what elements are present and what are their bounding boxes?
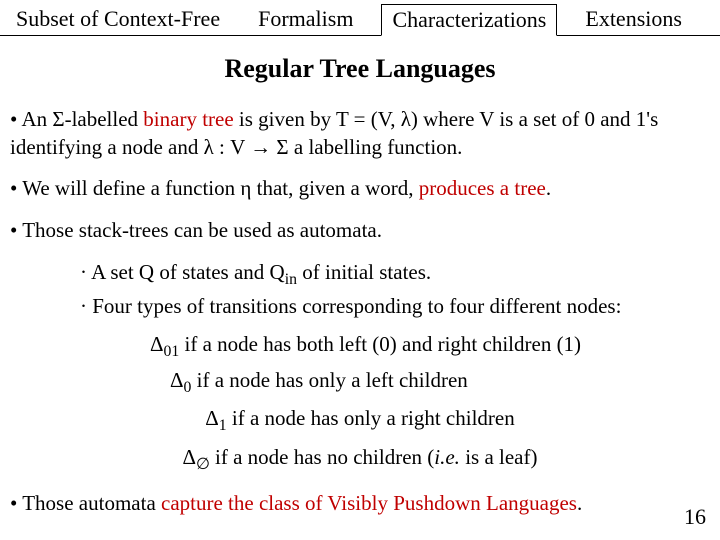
text: • An Σ-labelled (10, 107, 143, 131)
bullet-2: • We will define a function η that, give… (10, 175, 710, 203)
page-title: Regular Tree Languages (0, 54, 720, 84)
text: if a node has only a right children (227, 406, 515, 430)
text: of initial states. (297, 260, 431, 284)
tab-bar: Subset of Context-Free Formalism Charact… (0, 0, 720, 36)
tab-extensions[interactable]: Extensions (575, 4, 692, 35)
subscript: ∅ (196, 457, 210, 474)
text: if a node has no children ( (210, 445, 435, 469)
content-area: • An Σ-labelled binary tree is given by … (0, 106, 720, 518)
highlight-text: binary tree (143, 107, 233, 131)
text: if a node has only a left children (191, 368, 467, 392)
highlight-text: produces a tree (419, 176, 546, 200)
delta-empty: Δ∅ if a node has no children (i.e. is a … (10, 444, 710, 476)
text: Δ (150, 332, 164, 356)
sub-bullet-1: · A set Q of states and Qin of initial s… (80, 259, 710, 291)
italic-text: i.e. (434, 445, 460, 469)
text: . (546, 176, 551, 200)
text: Δ (205, 406, 219, 430)
tab-formalism[interactable]: Formalism (248, 4, 363, 35)
text: if a node has both left (0) and right ch… (179, 332, 581, 356)
sub-bullet-2: · Four types of transitions correspondin… (80, 293, 710, 321)
bullet-4: • Those automata capture the class of Vi… (10, 490, 710, 518)
delta-0: Δ0 if a node has only a left children (170, 367, 710, 399)
bullet-1: • An Σ-labelled binary tree is given by … (10, 106, 710, 161)
subscript: in (285, 271, 297, 288)
text: Δ (183, 445, 197, 469)
page-number: 16 (684, 504, 706, 530)
delta-01: Δ01 if a node has both left (0) and righ… (150, 331, 710, 363)
text: Δ (170, 368, 184, 392)
text: · A set Q of states and Q (80, 260, 285, 284)
text: . (577, 491, 582, 515)
text: • Those automata (10, 491, 161, 515)
delta-1: Δ1 if a node has only a right children (10, 405, 710, 437)
tab-subset[interactable]: Subset of Context-Free (6, 4, 230, 35)
subscript: 1 (219, 417, 227, 434)
text: • We will define a function η that, give… (10, 176, 419, 200)
bullet-3: • Those stack-trees can be used as autom… (10, 217, 710, 245)
tab-characterizations[interactable]: Characterizations (381, 4, 557, 36)
highlight-text: capture the class of Visibly Pushdown La… (161, 491, 577, 515)
subscript: 01 (164, 343, 180, 360)
text: is a leaf) (460, 445, 538, 469)
